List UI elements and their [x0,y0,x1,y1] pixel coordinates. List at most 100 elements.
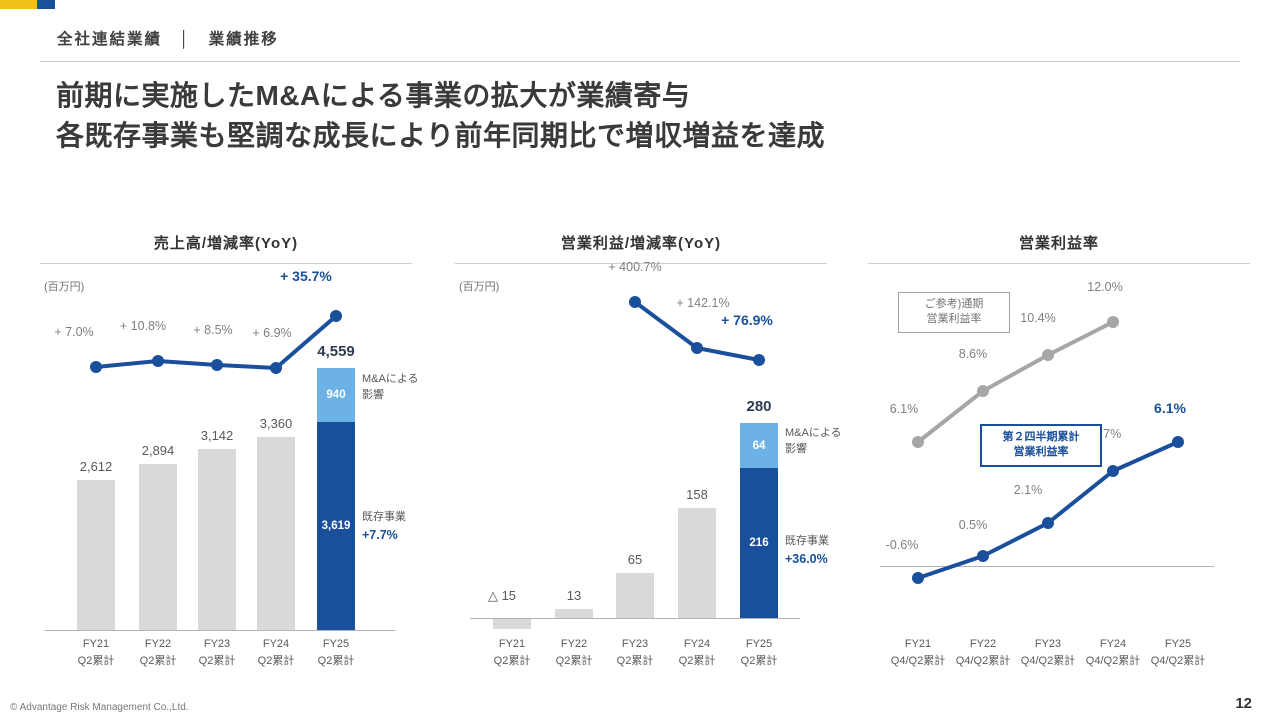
data-point [977,550,989,562]
existing-segment-label: 216 [749,537,769,549]
bar-fy24 [257,437,295,630]
category-sub: Q2累計 [678,655,716,668]
chart-title-underline [455,263,827,264]
yoy-label: + 76.9% [721,312,773,328]
yoy-label: + 10.8% [119,319,167,333]
yoy-label: + 6.9% [252,326,292,340]
chart-title-underline [868,263,1250,264]
data-point [912,436,924,448]
page-number: 12 [1235,695,1252,712]
data-point [1172,436,1184,448]
annotation-line: 既存事業 [362,511,406,523]
axis-category: FY22 Q2累計 [532,636,616,670]
accent-bar-yellow [0,0,37,9]
yoy-label: + 7.0% [54,325,94,339]
annotation-line: M&Aによる [785,427,842,439]
category-fy: FY21 [904,638,932,650]
axis-category: FY21 Q2累計 [470,636,554,670]
chart-title: 営業利益率 [1018,235,1099,252]
yoy-label: + 35.7% [280,268,332,284]
axis-category: FY22 Q4/Q2累計 [941,636,1025,670]
ma-segment-label: 64 [752,439,766,452]
chart-title-underline [40,263,412,264]
category-fy: FY22 [144,638,172,650]
slide-title-line2: 各既存事業も堅調な成長により前年同期比で増収増益を達成 [56,120,825,152]
category-sub: Q4/Q2累計 [1150,655,1206,668]
bar-fy25-existing [317,422,355,630]
category-fy: FY22 [560,638,588,650]
annotation-line: M&Aによる [362,373,419,385]
bar-fy22 [139,464,177,630]
existing-annotation: 既存事業 +36.0% [785,534,829,569]
rate-label: 10.4% [1020,311,1056,325]
bar-fy21 [77,480,115,630]
category-fy: FY23 [1034,638,1062,650]
ma-annotation: M&Aによる 影響 [785,426,842,458]
data-point [629,296,641,308]
annotation-line: 影響 [785,442,807,455]
category-fy: FY25 [745,638,773,650]
unit-label: (百万円) [44,281,85,293]
annotation-line: 影響 [362,388,384,401]
ma-annotation: M&Aによる 影響 [362,372,419,404]
x-axis [470,618,800,619]
data-point [912,572,924,584]
category-fy: FY23 [203,638,231,650]
category-fy: FY23 [621,638,649,650]
total-label: 280 [746,398,772,415]
category-fy: FY25 [1164,638,1192,650]
data-point [1042,349,1054,361]
rate-label: 8.6% [958,347,988,361]
data-point [90,361,102,373]
legend-line: 第２四半期累計 [1002,431,1080,443]
axis-category: FY24 Q4/Q2累計 [1071,636,1155,670]
category-sub: Q4/Q2累計 [1020,655,1076,668]
bar-value-label: 158 [686,487,708,502]
bar-value-label: 2,612 [79,459,113,474]
data-point [152,355,164,367]
category-fy: FY24 [262,638,290,650]
growth-rate-label: +7.7% [362,527,398,542]
rate-label: 2.1% [1013,483,1043,497]
category-sub: Q4/Q2累計 [890,655,946,668]
legend-line: 営業利益率 [926,313,982,326]
bar-value-label: 2,894 [141,443,175,458]
accent-bar-blue [37,0,55,9]
axis-category: FY24 Q2累計 [655,636,739,670]
revenue-chart-panel: 売上高/増減率(YoY) (百万円) 2,612 2,894 3,142 3,360 3… [40,226,419,678]
bar-fy22 [555,609,593,618]
yoy-label: + 142.1% [676,296,730,310]
slide-title: 前期に実施したM&Aによる事業の拡大が業績寄与 各既存事業も堅調な成長により前年… [56,76,825,156]
category-sub: Q2累計 [257,655,295,668]
data-point [270,362,282,374]
existing-annotation: 既存事業 +7.7% [362,510,406,545]
rate-label: 12.0% [1087,280,1123,294]
x-axis [880,566,1214,567]
rate-label: 6.1% [889,402,919,416]
data-point [211,359,223,371]
axis-category: FY23 Q4/Q2累計 [1006,636,1090,670]
data-point [1107,316,1119,328]
growth-rate-label: +36.0% [785,551,828,566]
category-sub: Q2累計 [740,655,778,668]
axis-category: FY21 Q4/Q2累計 [876,636,960,670]
x-axis [45,630,395,631]
bar-value-label: 13 [566,588,582,603]
bar-fy21 [493,619,531,629]
rate-label: 6.1% [1154,400,1186,416]
axis-category: FY23 Q2累計 [593,636,677,670]
category-fy: FY21 [82,638,110,650]
full-year-margin-legend: ご参考)通期 営業利益率 [898,292,1010,333]
slide-title-line1: 前期に実施したM&Aによる事業の拡大が業績寄与 [56,80,691,111]
category-sub: Q2累計 [77,655,115,668]
axis-category: FY25 Q2累計 [717,636,801,670]
category-sub: Q2累計 [493,655,531,668]
bar-fy25-ma [317,368,355,422]
category-sub: Q2累計 [139,655,177,668]
unit-label: (百万円) [459,281,500,293]
data-point [753,354,765,366]
axis-category: FY25 Q2累計 [294,636,378,670]
data-point [1042,517,1054,529]
yoy-label: + 8.5% [193,323,233,337]
existing-segment-label: 3,619 [321,520,351,532]
